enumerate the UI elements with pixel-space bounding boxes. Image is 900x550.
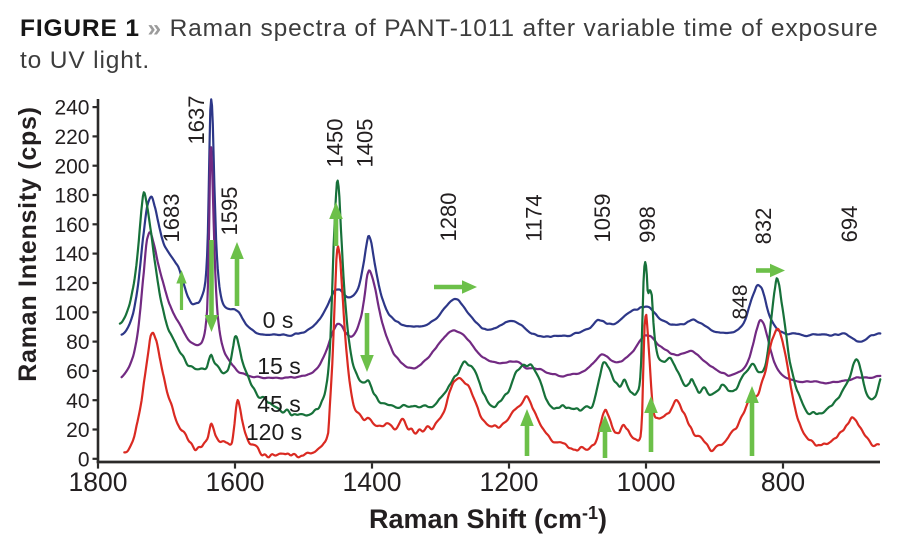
svg-text:1683: 1683 <box>159 194 184 243</box>
svg-text:220: 220 <box>54 126 89 149</box>
svg-text:1200: 1200 <box>480 467 539 497</box>
svg-text:80: 80 <box>66 331 89 354</box>
svg-text:100: 100 <box>54 302 89 325</box>
svg-text:832: 832 <box>751 208 776 245</box>
svg-text:0: 0 <box>78 448 90 471</box>
svg-text:200: 200 <box>54 155 89 178</box>
svg-text:0 s: 0 s <box>263 307 294 333</box>
svg-text:1174: 1174 <box>522 194 547 241</box>
svg-text:800: 800 <box>761 467 805 497</box>
svg-text:1000: 1000 <box>617 467 676 497</box>
svg-text:1400: 1400 <box>343 467 402 497</box>
svg-text:40: 40 <box>66 390 89 413</box>
svg-text:998: 998 <box>635 206 660 243</box>
svg-text:120 s: 120 s <box>246 419 302 445</box>
svg-text:1600: 1600 <box>206 467 265 497</box>
svg-text:45 s: 45 s <box>257 391 300 417</box>
svg-text:1405: 1405 <box>353 119 378 168</box>
svg-text:1450: 1450 <box>323 119 348 168</box>
svg-text:120: 120 <box>54 273 89 296</box>
svg-text:160: 160 <box>54 214 89 237</box>
svg-text:15 s: 15 s <box>257 353 300 379</box>
svg-text:1637: 1637 <box>184 96 209 145</box>
svg-text:1800: 1800 <box>69 467 128 497</box>
svg-text:1595: 1595 <box>217 187 242 236</box>
svg-text:140: 140 <box>54 243 89 266</box>
svg-text:848: 848 <box>729 284 752 319</box>
svg-text:694: 694 <box>837 206 862 243</box>
svg-text:Raman Intensity (cps): Raman Intensity (cps) <box>14 106 42 382</box>
svg-text:20: 20 <box>66 419 89 442</box>
svg-text:240: 240 <box>54 97 89 120</box>
svg-text:Raman Shift (cm-1): Raman Shift (cm-1) <box>369 503 607 534</box>
svg-text:60: 60 <box>66 361 89 384</box>
svg-text:180: 180 <box>54 185 89 208</box>
svg-text:1280: 1280 <box>436 193 461 242</box>
svg-text:1059: 1059 <box>590 194 615 243</box>
